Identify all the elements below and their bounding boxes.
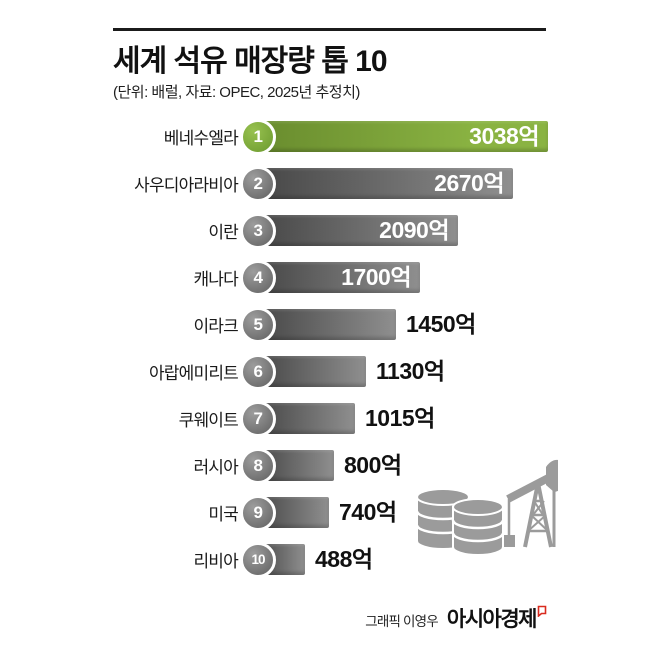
bar-track: 7 1015억 <box>240 400 548 437</box>
country-label: 아랍에미리트 <box>148 364 239 383</box>
page-title: 세계 석유 매장량 톱 10 <box>113 45 388 78</box>
rank-badge: 7 <box>240 400 276 437</box>
chart-row: 쿠웨이트 7 1015억 <box>113 395 548 442</box>
graphic-credit-text: 그래픽 이영우 <box>365 614 438 629</box>
value-bar <box>258 262 420 293</box>
chart-row: 이라크 5 1450억 <box>113 301 548 348</box>
chart-subtitle-unit-source: (단위: 배럴, 자료: OPEC, 2025년 추정치) <box>113 84 360 101</box>
rank-badge: 5 <box>240 306 276 343</box>
bar-track: 4 1700억 <box>240 259 548 296</box>
rank-badge: 9 <box>240 494 276 531</box>
rank-badge: 4 <box>240 259 276 296</box>
value-label: 1015억 <box>365 405 435 431</box>
country-label: 이라크 <box>193 317 238 336</box>
rank-badge: 1 <box>240 118 276 155</box>
country-label: 미국 <box>208 505 238 524</box>
chart-row: 사우디아라비아 2 2670억 <box>113 160 548 207</box>
value-label: 3038억 <box>469 123 539 149</box>
value-label: 800억 <box>344 452 402 478</box>
chart-row: 이란 3 2090억 <box>113 207 548 254</box>
bar-track: 9 740억 <box>240 494 548 531</box>
country-label: 쿠웨이트 <box>178 411 239 430</box>
top-rule-divider <box>113 28 546 31</box>
country-label: 베네수엘라 <box>163 129 239 148</box>
value-label: 488억 <box>315 546 373 572</box>
bar-track: 2 2670억 <box>240 165 548 202</box>
brand-logo-text: 아시아경제 <box>446 608 538 631</box>
bar-track: 3 2090억 <box>240 212 548 249</box>
value-bar <box>258 356 366 387</box>
country-label: 러시아 <box>193 458 238 477</box>
chart-row: 러시아 8 800억 <box>113 442 548 489</box>
country-label: 캐나다 <box>193 270 238 289</box>
value-bar <box>258 309 396 340</box>
chart-row: 아랍에미리트 6 1130억 <box>113 348 548 395</box>
bar-track: 5 1450억 <box>240 306 548 343</box>
bar-track: 8 800억 <box>240 447 548 484</box>
chart-row: 베네수엘라 1 3038억 <box>113 113 548 160</box>
rank-badge: 3 <box>240 212 276 249</box>
country-label: 사우디아라비아 <box>134 176 239 195</box>
content-area: 세계 석유 매장량 톱 10 (단위: 배럴, 자료: OPEC, 2025년 … <box>113 28 548 583</box>
rank-badge: 2 <box>240 165 276 202</box>
value-bar <box>258 215 458 246</box>
oil-barrels-pumpjack-icon <box>415 459 558 555</box>
value-label: 2670억 <box>434 170 504 196</box>
bar-track: 10 488억 <box>240 541 548 578</box>
chart-row: 미국 9 740억 <box>113 489 548 536</box>
bar-track: 6 1130억 <box>240 353 548 390</box>
rank-badge: 6 <box>240 353 276 390</box>
bar-track: 1 3038억 <box>240 118 548 155</box>
chart-row: 리비아 10 488억 <box>113 536 548 583</box>
value-label: 1700억 <box>341 264 411 290</box>
rank-badge: 10 <box>240 541 276 578</box>
rank-badge: 8 <box>240 447 276 484</box>
country-label: 이란 <box>208 223 238 242</box>
value-label: 1450억 <box>406 311 476 337</box>
value-label: 740억 <box>339 499 397 525</box>
country-label: 리비아 <box>193 552 238 571</box>
chart-row: 캐나다 4 1700억 <box>113 254 548 301</box>
value-label: 1130억 <box>376 358 445 384</box>
value-bar <box>258 168 513 199</box>
value-bar <box>258 121 548 152</box>
brand-logo-red-mark-icon <box>537 605 547 617</box>
footer-credit: 그래픽 이영우 아시아경제 <box>365 603 547 633</box>
value-label: 2090억 <box>379 217 449 243</box>
